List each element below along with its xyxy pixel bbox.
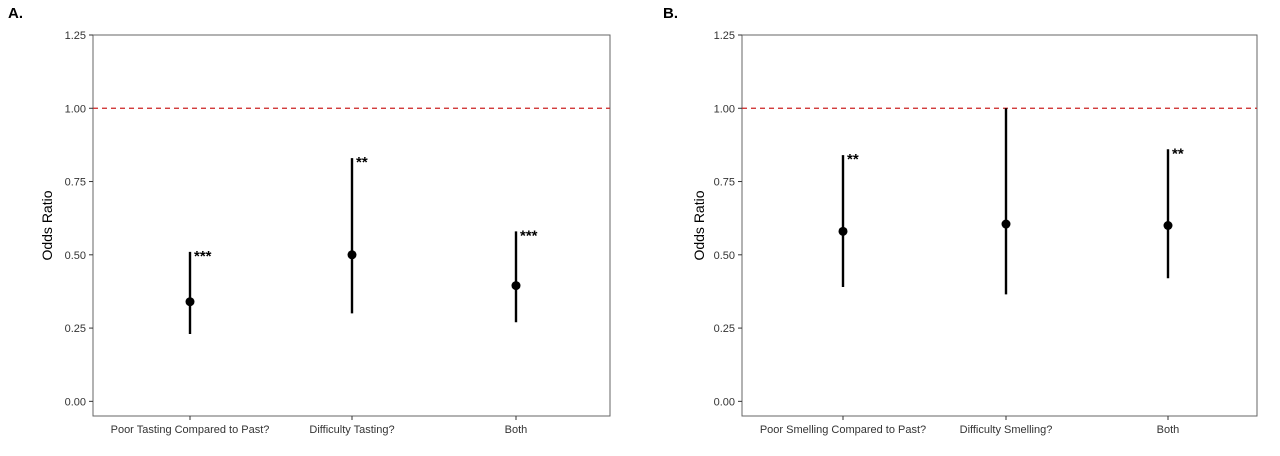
significance-label: ** <box>847 151 859 168</box>
panel-letter: B. <box>663 5 678 22</box>
x-tick-label: Poor Smelling Compared to Past? <box>760 424 926 436</box>
significance-label: ** <box>356 154 368 171</box>
panel-a: A. 0.00 0.25 0.50 0.75 1.00 1.25 Odds Ratio Poor… <box>8 5 611 436</box>
y-tick-label: 1.25 <box>714 30 735 42</box>
estimate-point <box>1001 219 1011 229</box>
y-tick-label: 0.75 <box>714 177 735 189</box>
x-tick-label: Both <box>1157 424 1180 436</box>
y-tick-label: 0.25 <box>65 323 86 335</box>
y-tick-label: 0.50 <box>65 250 86 262</box>
x-tick-label: Poor Tasting Compared to Past? <box>111 424 270 436</box>
significance-label: *** <box>520 227 538 244</box>
panel-letter: A. <box>8 5 23 22</box>
estimate-point <box>185 297 195 307</box>
significance-label: ** <box>1172 145 1184 162</box>
y-tick-label: 0.25 <box>714 323 735 335</box>
x-tick-label: Difficulty Tasting? <box>309 424 394 436</box>
y-tick-label: 1.00 <box>65 103 86 115</box>
estimate-point <box>511 281 521 291</box>
panel-b: B. 0.00 0.25 0.50 0.75 1.00 1.25 Odds Ratio Poor… <box>663 5 1258 436</box>
y-tick-label: 1.00 <box>714 103 735 115</box>
y-tick-label: 0.00 <box>714 396 735 408</box>
y-tick-label: 0.50 <box>714 250 735 262</box>
y-tick-label: 1.25 <box>65 30 86 42</box>
plot-frame <box>741 34 1258 417</box>
estimate-point <box>838 226 848 236</box>
estimate-point <box>1163 221 1173 230</box>
significance-label: *** <box>194 248 212 265</box>
y-tick-label: 0.75 <box>65 177 86 189</box>
x-tick-label: Difficulty Smelling? <box>960 424 1053 436</box>
estimate-point <box>347 250 357 260</box>
y-axis-title: Odds Ratio <box>691 190 707 260</box>
x-tick-label: Both <box>505 424 528 436</box>
y-axis-title: Odds Ratio <box>39 190 55 260</box>
y-tick-label: 0.00 <box>65 396 86 408</box>
